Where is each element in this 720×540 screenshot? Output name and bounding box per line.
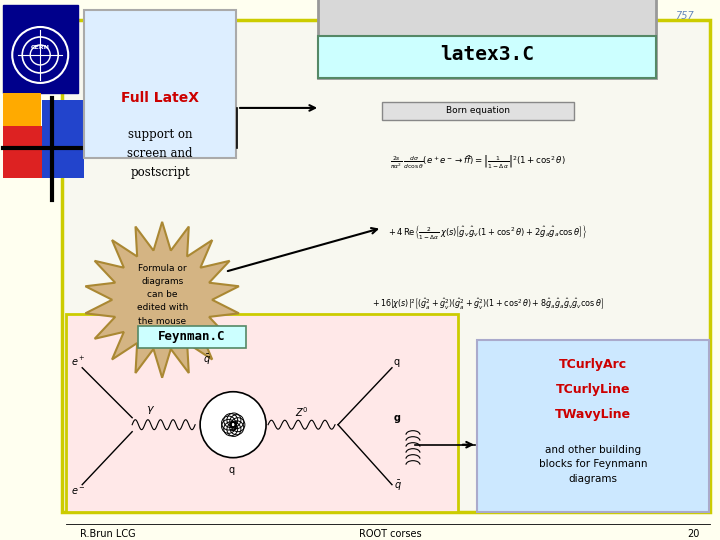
Bar bbox=[318, 36, 656, 78]
Text: latex3.C: latex3.C bbox=[440, 45, 534, 64]
Text: g: g bbox=[394, 413, 401, 423]
Bar bbox=[4, 5, 78, 93]
Bar bbox=[138, 326, 246, 348]
Bar bbox=[84, 10, 236, 158]
Text: TCurlyLine: TCurlyLine bbox=[556, 383, 630, 396]
Text: q: q bbox=[394, 357, 400, 367]
Bar bbox=[318, 0, 656, 78]
Text: $Z^0$: $Z^0$ bbox=[295, 405, 309, 418]
Text: $e^-$: $e^-$ bbox=[71, 486, 86, 497]
Bar bbox=[4, 126, 55, 178]
Text: q: q bbox=[228, 464, 234, 475]
Text: TCurlyArc: TCurlyArc bbox=[559, 358, 627, 371]
Bar bbox=[42, 100, 84, 178]
Polygon shape bbox=[86, 222, 239, 378]
Text: $\gamma$: $\gamma$ bbox=[145, 404, 155, 416]
Text: Born equation: Born equation bbox=[446, 106, 510, 116]
Bar bbox=[382, 102, 574, 120]
Text: support on
screen and
postscript: support on screen and postscript bbox=[127, 128, 193, 179]
Circle shape bbox=[200, 392, 266, 458]
Text: TWavyLine: TWavyLine bbox=[555, 408, 631, 421]
Bar bbox=[66, 314, 458, 511]
Text: R.Brun LCG: R.Brun LCG bbox=[80, 529, 136, 538]
Text: Formula or
diagrams
can be
edited with
the mouse: Formula or diagrams can be edited with t… bbox=[137, 264, 188, 326]
Text: Full LateX: Full LateX bbox=[121, 91, 199, 105]
Text: $\frac{2s}{\pi\alpha^2}\,\frac{d\sigma}{d\cos\theta}(e^+e^- \rightarrow f\bar{f}: $\frac{2s}{\pi\alpha^2}\,\frac{d\sigma}{… bbox=[390, 153, 566, 171]
Text: g: g bbox=[229, 418, 238, 431]
Text: and other building
blocks for Feynmann
diagrams: and other building blocks for Feynmann d… bbox=[539, 444, 647, 484]
Text: ROOT corses: ROOT corses bbox=[359, 529, 421, 538]
Text: Feynman.C: Feynman.C bbox=[158, 330, 226, 343]
Bar bbox=[477, 340, 708, 511]
Text: CERN: CERN bbox=[31, 45, 50, 50]
Text: $+\,16|\chi(s)|^2\left[(\hat{g}_a^2+\hat{g}_v^2)(\hat{g}_a^2+\hat{g}_v^2)(1+\cos: $+\,16|\chi(s)|^2\left[(\hat{g}_a^2+\hat… bbox=[372, 298, 604, 312]
Bar bbox=[4, 93, 41, 140]
Text: $e^+$: $e^+$ bbox=[71, 355, 86, 368]
Text: $\bar{q}$: $\bar{q}$ bbox=[203, 353, 211, 367]
Text: $+\,4\,\mathrm{Re}\left\{\frac{2}{1-\Delta\alpha}\,\chi(s)\left[\hat{g}_v\hat{g}: $+\,4\,\mathrm{Re}\left\{\frac{2}{1-\Del… bbox=[388, 223, 588, 241]
Text: 20: 20 bbox=[688, 529, 700, 538]
Text: 757: 757 bbox=[675, 11, 694, 21]
Text: $\bar{q}$: $\bar{q}$ bbox=[394, 478, 402, 492]
